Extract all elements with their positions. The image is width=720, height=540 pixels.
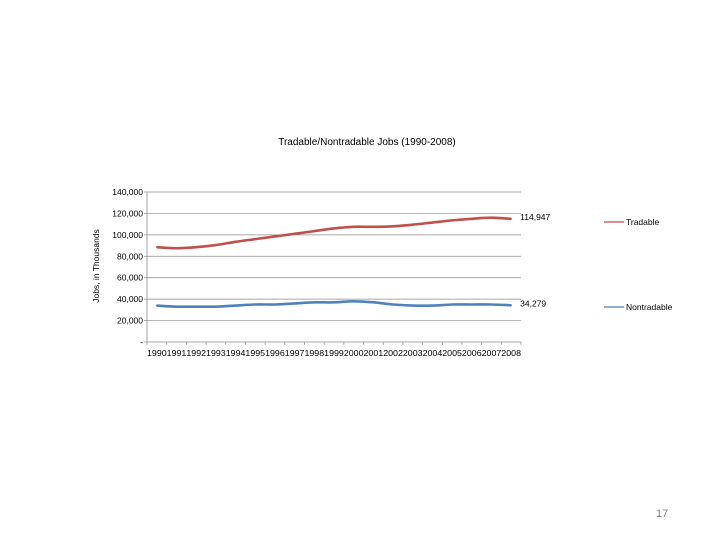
data-point (293, 302, 296, 305)
x-tick-label: 1994 (226, 348, 246, 358)
legend-label: Tradable (626, 217, 660, 227)
data-point (372, 301, 375, 304)
data-point (274, 303, 276, 306)
data-point (313, 230, 316, 233)
x-tick-label: 1991 (167, 348, 187, 358)
x-tick-label: 1990 (147, 348, 167, 358)
x-tick-label: 2003 (403, 348, 423, 358)
x-tick-label: 1992 (186, 348, 206, 358)
x-tick-label: 1995 (245, 348, 265, 358)
axes (146, 192, 522, 345)
x-tick-label: 1996 (265, 348, 285, 358)
series-line-tradable (156, 216, 512, 250)
end-data-label: 114,947 (520, 212, 550, 222)
page-number: 17 (656, 508, 669, 520)
data-point (392, 303, 394, 306)
data-point (214, 305, 217, 308)
y-tick-labels: - 20,000 40,000 60,000 80,000 100,000 120,000 1… (112, 187, 143, 347)
data-labels: 114,947 34,279 (520, 212, 550, 308)
y-tick-label: 80,000 (117, 251, 143, 261)
x-tick-label: 2001 (364, 348, 384, 358)
x-tick-label: 1993 (206, 348, 226, 358)
x-tick-label: 2008 (501, 348, 521, 358)
y-tick-label: - (140, 337, 143, 347)
data-point (431, 304, 434, 307)
legend-label: Nontradable (626, 302, 673, 312)
end-data-label: 34,279 (520, 298, 546, 308)
legend: Tradable Nontradable (604, 217, 673, 312)
data-point (411, 223, 414, 226)
data-point (352, 225, 355, 228)
data-point (333, 227, 335, 230)
y-axis-label: Jobs, in Thousands (91, 229, 101, 303)
y-tick-label: 20,000 (117, 316, 143, 326)
data-point (411, 304, 414, 307)
chart-title: Tradable/Nontradable Jobs (1990-2008) (278, 137, 456, 148)
y-tick-label: 40,000 (117, 294, 143, 304)
data-point (490, 303, 493, 306)
data-point (155, 304, 158, 307)
data-point (254, 303, 257, 306)
x-tick-label: 2000 (344, 348, 364, 358)
data-point (195, 305, 198, 308)
data-point (392, 225, 394, 228)
data-point (490, 216, 493, 219)
series-lines (155, 216, 513, 309)
data-point (175, 305, 178, 308)
x-tick-label: 1999 (324, 348, 344, 358)
data-point (293, 232, 296, 235)
x-tick-label: 2005 (442, 348, 462, 358)
data-point (470, 217, 473, 220)
data-point (234, 304, 237, 307)
data-point (274, 235, 276, 238)
data-point (155, 246, 158, 249)
data-point (214, 244, 217, 246)
data-point (451, 303, 454, 306)
gridlines (144, 191, 521, 343)
data-point (451, 219, 454, 222)
data-point (352, 300, 355, 303)
data-point (510, 304, 513, 307)
x-tick-label: 2002 (383, 348, 403, 358)
data-point (431, 221, 434, 224)
y-tick-label: 60,000 (117, 273, 143, 283)
data-point (333, 301, 335, 304)
data-point (195, 246, 198, 249)
data-point (254, 238, 257, 241)
x-tick-label: 2006 (462, 348, 482, 358)
x-tick-label: 2007 (482, 348, 502, 358)
x-tick-labels: 1990 1991 1992 1993 1994 1995 1996 1997 1998 1999… (147, 348, 521, 358)
data-point (313, 301, 316, 304)
data-point (372, 225, 375, 228)
data-point (510, 217, 513, 220)
x-tick-label: 1998 (304, 348, 324, 358)
x-tick-label: 2004 (423, 348, 443, 358)
data-point (470, 303, 473, 306)
y-tick-label: 120,000 (112, 208, 143, 218)
data-point (234, 240, 237, 243)
y-tick-label: 140,000 (112, 187, 143, 197)
y-tick-label: 100,000 (112, 230, 143, 240)
x-tick-label: 1997 (285, 348, 305, 358)
data-point (175, 247, 178, 250)
